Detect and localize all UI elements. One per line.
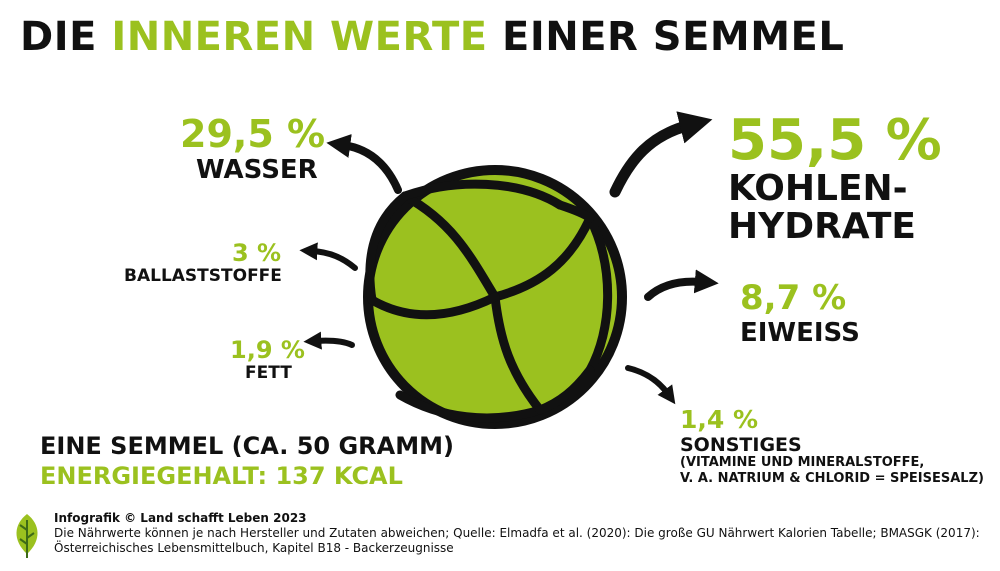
sonstiges-detail-line1: (VITAMINE UND MINERALSTOFFE, [680,455,925,470]
ballaststoffe-percent: 3 % [232,239,282,267]
curved-arrow-icon-fett [303,331,355,350]
leaf-logo-icon [16,514,38,558]
curved-arrow-icon-wasser [326,134,402,194]
footer-credit: Infografik © Land schafft Leben 2023 [54,511,307,525]
ballaststoffe-label: BALLASTSTOFFE [124,266,282,286]
kohlenhydrate-label-line2: HYDRATE [728,206,917,247]
curved-arrow-icon-kohlenhydrate [609,111,713,198]
curved-arrow-icon-eiweiss [644,269,719,301]
eiweiss-percent: 8,7 % [740,278,847,318]
kohlenhydrate-percent: 55,5 % [728,108,942,173]
summary-weight: EINE SEMMEL (CA. 50 GRAMM) [40,432,454,460]
fett-percent: 1,9 % [230,336,305,364]
title-highlight: INNEREN WERTE [111,14,488,60]
title-part1: DIE [20,14,112,60]
footer-note: Die Nährwerte können je nach Hersteller … [54,526,980,555]
eiweiss-label: EIWEISS [740,318,860,348]
curved-arrow-icon-sonstiges [625,365,676,405]
fett-label: FETT [245,363,292,383]
page-title: DIE INNEREN WERTE EINER SEMMEL [20,14,844,60]
curved-arrow-icon-ballaststoffe [299,242,358,271]
wasser-label: WASSER [196,155,318,185]
sonstiges-detail-line2: V. A. NATRIUM & CHLORID = SPEISESALZ) [680,471,984,486]
kohlenhydrate-label-line1: KOHLEN- [728,168,908,209]
sonstiges-label: SONSTIGES [680,434,802,456]
title-part2: EINER SEMMEL [487,14,845,60]
summary-energy: ENERGIEGEHALT: 137 KCAL [40,462,403,490]
kaiser-roll-icon [363,165,627,429]
wasser-percent: 29,5 % [180,112,326,156]
sonstiges-percent: 1,4 % [680,405,759,434]
